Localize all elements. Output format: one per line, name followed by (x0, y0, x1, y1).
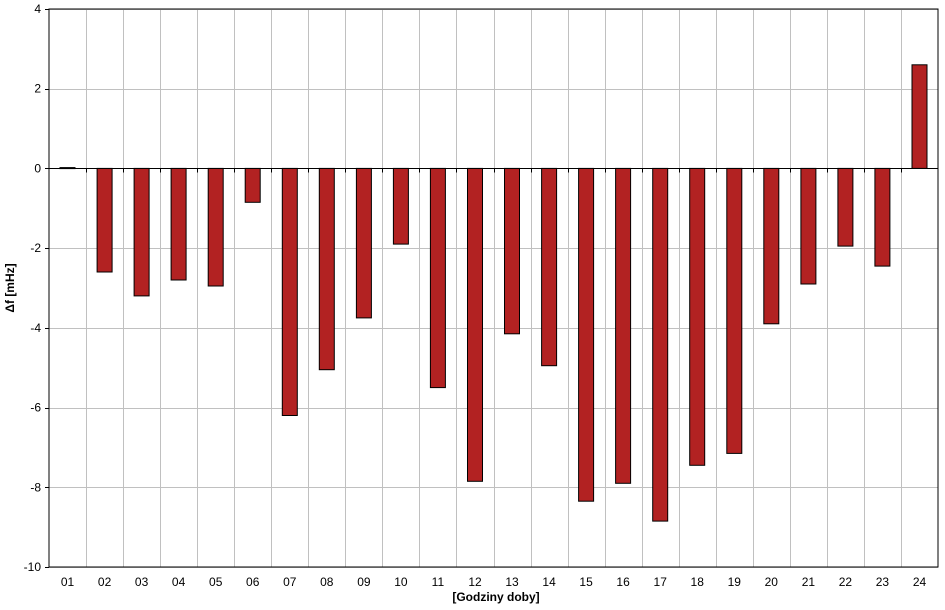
x-tick-label: 02 (98, 575, 112, 589)
bar-22 (837, 167, 854, 247)
bar-13 (504, 167, 520, 335)
x-tick-label: 06 (246, 575, 260, 589)
y-tick-label: -6 (30, 401, 41, 415)
bar-18 (689, 167, 706, 466)
bars (59, 64, 928, 522)
bar-07 (281, 167, 298, 416)
x-tick-label: 12 (468, 575, 482, 589)
plot-border (48, 8, 939, 568)
bar-14 (541, 167, 558, 367)
x-tick-label: 04 (172, 575, 186, 589)
x-tick-labels: 01 02 03 04 05 06 07 08 09 10 11 12 13 14 15 16 17 18 19 20… (61, 575, 927, 589)
bar-15 (578, 167, 595, 502)
x-tick-label: 19 (728, 575, 742, 589)
bar-23 (874, 167, 891, 267)
x-tick-label: 10 (394, 575, 408, 589)
bar-17 (652, 167, 669, 522)
bar-19 (726, 167, 743, 454)
y-tick-label: 2 (34, 82, 41, 96)
x-tick-label: 16 (616, 575, 630, 589)
x-tick-label: 14 (542, 575, 556, 589)
bar-09 (355, 167, 372, 319)
x-tick-label: 23 (876, 575, 890, 589)
y-tick-labels: 4 2 0 -2 -4 -6 -8 -10 (24, 2, 42, 574)
bar-12 (467, 167, 483, 482)
y-tick-label: -10 (24, 560, 42, 574)
x-tick-label: 08 (320, 575, 334, 589)
x-tick-label: 20 (765, 575, 779, 589)
bar-08 (318, 167, 335, 371)
x-tick-label: 03 (135, 575, 149, 589)
x-tick-label: 11 (432, 575, 445, 589)
bar-03 (133, 167, 150, 297)
x-tick-label: 18 (691, 575, 705, 589)
bar-04 (170, 167, 187, 281)
x-tick-label: 24 (913, 575, 927, 589)
x-tick-label: 01 (61, 575, 75, 589)
bar-10 (392, 167, 409, 245)
bar-21 (800, 167, 817, 285)
x-tick-label: 15 (579, 575, 593, 589)
bar-02 (96, 167, 113, 273)
bar-20 (763, 167, 780, 325)
x-tick-label: 13 (505, 575, 519, 589)
x-tick-label: 07 (283, 575, 297, 589)
y-tick-label: -4 (30, 321, 41, 335)
y-tick-label: 4 (34, 2, 41, 16)
plot-area (49, 9, 938, 567)
x-axis-title: [Godziny doby] (452, 590, 539, 604)
bar-16 (615, 167, 632, 484)
bar-11 (429, 167, 446, 389)
x-tick-label: 09 (357, 575, 371, 589)
y-tick-label: 0 (34, 161, 41, 175)
y-tick-label: -8 (30, 480, 41, 494)
bar-05 (207, 167, 224, 287)
x-tick-label: 05 (209, 575, 223, 589)
x-tick-label: 22 (839, 575, 853, 589)
y-tick-label: -2 (30, 241, 41, 255)
y-axis-title: Δf [mHz] (3, 263, 17, 312)
x-tick-label: 17 (654, 575, 668, 589)
axes (45, 9, 938, 568)
bar-06 (244, 167, 261, 203)
bar-24 (911, 64, 928, 169)
x-tick-label: 21 (802, 575, 816, 589)
